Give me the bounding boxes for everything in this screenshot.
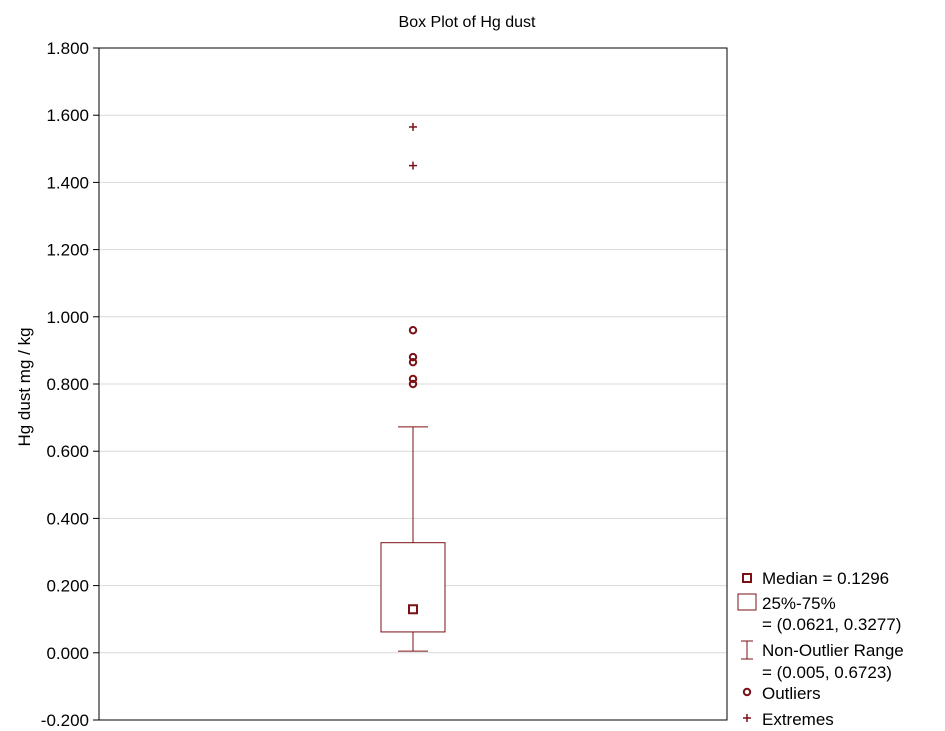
box-plot-marks [380,122,446,652]
iqr-box [380,542,446,633]
outlier-point [408,357,418,367]
legend-median-label: Median = 0.1296 [762,569,889,588]
outlier-point [408,379,418,389]
y-tick-label: 0.200 [46,577,89,596]
legend-range-label-1: Non-Outlier Range [762,641,904,660]
y-tick-label: -0.200 [41,711,89,730]
median-marker [408,604,418,615]
outlier-point [408,326,418,335]
legend-box-label-1: 25%-75% [762,594,836,613]
extreme-point [409,161,417,170]
gridlines [99,114,727,654]
legend-outliers-label: Outliers [762,684,821,703]
legend-box-label-2: = (0.0621, 0.3277) [762,615,901,634]
chart-title: Box Plot of Hg dust [399,14,537,31]
legend-extremes-icon [743,714,751,722]
y-tick-label: 0.000 [46,644,89,663]
y-tick-label: 1.400 [46,173,89,192]
legend: Median = 0.1296 25%-75% = (0.0621, 0.327… [737,569,904,729]
y-axis-ticks: -0.200 0.000 0.200 0.400 0.600 0.800 1.000 1.20… [41,39,99,730]
y-axis-label: Hg dust mg / kg [15,327,34,446]
extreme-point [409,122,417,131]
y-tick-label: 1.000 [46,308,89,327]
y-tick-label: 0.600 [46,442,89,461]
y-tick-label: 1.600 [46,106,89,125]
legend-range-label-2: = (0.005, 0.6723) [762,663,892,682]
legend-extremes-label: Extremes [762,710,834,729]
outlier-point [408,374,418,384]
y-tick-label: 0.400 [46,509,89,528]
plot-frame [98,47,728,721]
legend-range-icon [741,640,753,660]
legend-median-icon [742,573,752,583]
y-tick-label: 1.800 [46,39,89,58]
y-tick-label: 0.800 [46,375,89,394]
legend-box-icon [737,593,757,611]
outlier-point [408,352,418,362]
legend-outliers-icon [742,687,752,697]
y-tick-label: 1.200 [46,241,89,260]
